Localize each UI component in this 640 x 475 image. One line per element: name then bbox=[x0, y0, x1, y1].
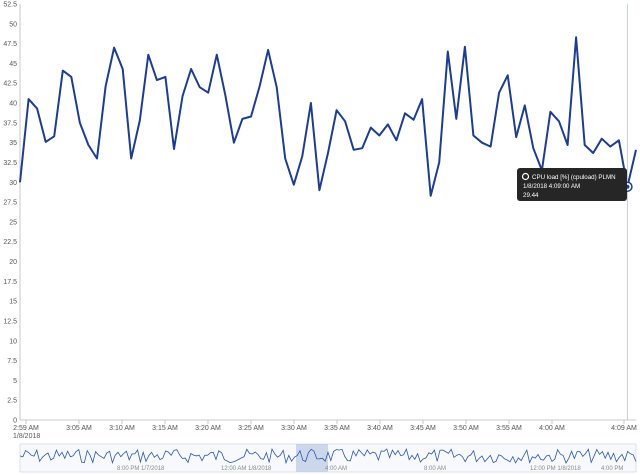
tooltip-background bbox=[517, 168, 627, 201]
y-tick-label: 22.5 bbox=[3, 239, 17, 246]
x-tick-label: 3:40 AM bbox=[367, 425, 393, 432]
data-tooltip: CPU load [%] (cpuload) PLMN 1/8/2018 4:0… bbox=[517, 168, 627, 201]
x-tick-label: 3:25 AM bbox=[238, 425, 264, 432]
y-tick-label: 15 bbox=[9, 299, 17, 306]
navigator-label: 12:00 PM 1/8/2018 bbox=[530, 466, 581, 472]
navigator-label: 4:00 AM bbox=[325, 466, 347, 472]
y-tick-label: 30 bbox=[9, 180, 17, 187]
y-tick-label: 20 bbox=[9, 259, 17, 266]
x-tick-label: 3:35 AM bbox=[324, 425, 350, 432]
tooltip-value: 29.44 bbox=[523, 192, 539, 199]
y-tick-label: 27.5 bbox=[3, 200, 17, 207]
y-tick-label: 10 bbox=[9, 338, 17, 345]
navigator-label: 12:00 AM 1/8/2018 bbox=[221, 466, 272, 472]
y-tick-label: 40 bbox=[9, 101, 17, 108]
navigator-series-line bbox=[19, 447, 637, 465]
x-tick-label: 3:50 AM bbox=[453, 425, 479, 432]
cpu-load-series-line[interactable] bbox=[19, 36, 637, 197]
y-tick-label: 37.5 bbox=[3, 120, 17, 127]
navigator-label: 4:00 PM bbox=[601, 466, 623, 472]
range-navigator[interactable]: 8:00 PM 1/7/2018 12:00 AM 1/8/2018 4:00 AM… bbox=[19, 443, 637, 473]
x-tick-label: 3:30 AM bbox=[281, 425, 307, 432]
y-tick-label: 42.5 bbox=[3, 81, 17, 88]
tooltip-series-label: CPU load [%] (cpuload) PLMN bbox=[532, 174, 616, 181]
y-tick-label: 50 bbox=[9, 21, 17, 28]
navigator-selection-window[interactable] bbox=[296, 444, 328, 472]
y-axis: 0 2.5 5 7.5 10 12.5 15 17.5 20 22.5 25 27.5 30 32.5 35… bbox=[3, 2, 21, 425]
x-tick-label: 3:05 AM bbox=[66, 425, 92, 432]
y-tick-label: 52.5 bbox=[3, 2, 17, 9]
y-tick-label: 0 bbox=[13, 418, 17, 425]
y-tick-label: 25 bbox=[9, 219, 17, 226]
plot-area[interactable] bbox=[19, 4, 637, 420]
x-tick-label: 3:15 AM bbox=[152, 425, 178, 432]
x-tick-label: 3:10 AM bbox=[109, 425, 135, 432]
y-tick-label: 7.5 bbox=[7, 358, 17, 365]
y-tick-label: 17.5 bbox=[3, 279, 17, 286]
x-date-label: 1/8/2018 bbox=[13, 433, 40, 440]
navigator-label: 8:00 PM 1/7/2018 bbox=[117, 466, 165, 472]
x-tick-label: 2:59 AM bbox=[13, 425, 39, 432]
navigator-label: 8:00 AM bbox=[424, 466, 446, 472]
y-tick-label: 32.5 bbox=[3, 160, 17, 167]
tooltip-series-marker-icon bbox=[521, 172, 530, 181]
x-tick-label: 4:00 AM bbox=[539, 425, 565, 432]
x-tick-label: 4:09 AM bbox=[611, 425, 637, 432]
x-tick-label: 3:45 AM bbox=[410, 425, 436, 432]
y-tick-label: 47.5 bbox=[3, 41, 17, 48]
x-tick-label: 3:20 AM bbox=[195, 425, 221, 432]
x-axis: 2:59 AM 3:05 AM 3:10 AM 3:15 AM 3:20 AM 3:25 … bbox=[13, 419, 637, 440]
y-tick-label: 45 bbox=[9, 61, 17, 68]
y-tick-label: 2.5 bbox=[7, 398, 17, 405]
y-tick-label: 12.5 bbox=[3, 318, 17, 325]
y-tick-label: 35 bbox=[9, 140, 17, 147]
y-tick-label: 5 bbox=[13, 378, 17, 385]
tooltip-timestamp: 1/8/2018 4:09:00 AM bbox=[523, 183, 580, 190]
x-tick-label: 3:55 AM bbox=[496, 425, 522, 432]
